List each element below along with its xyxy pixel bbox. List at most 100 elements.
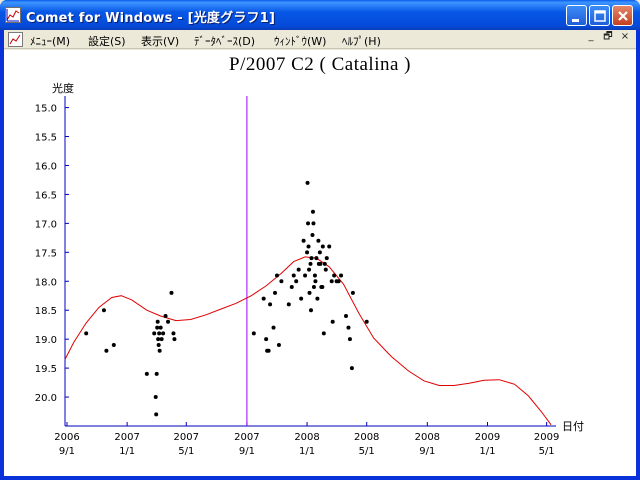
app-chart-icon[interactable] (5, 7, 21, 23)
x-axis-label: 日付 (562, 420, 584, 433)
observation-point (104, 348, 109, 353)
observation-point (312, 273, 317, 278)
x-tick-year-label: 2008 (354, 432, 379, 443)
observation-point (158, 325, 163, 330)
close-icon (618, 11, 628, 21)
x-tick-date-label: 1/1 (299, 446, 315, 457)
x-tick-date-label: 9/1 (419, 446, 435, 457)
observation-point (271, 325, 276, 330)
x-tick-year-label: 2006 (54, 432, 79, 443)
observation-point (155, 319, 160, 324)
y-axis-label: 光度 (52, 82, 74, 95)
observation-point (111, 342, 116, 347)
mdi-minimize-button[interactable]: _ (588, 31, 594, 42)
y-tick-label: 17.0 (35, 219, 57, 230)
observation-point (364, 319, 369, 324)
observation-point (273, 290, 278, 295)
observation-point (320, 244, 325, 249)
observation-point (172, 337, 177, 342)
observation-point (306, 244, 311, 249)
y-tick-label: 19.0 (35, 335, 57, 346)
x-tick-date-label: 9/1 (239, 446, 255, 457)
observation-point (314, 256, 319, 261)
menu-item-window[interactable]: ｳｨﾝﾄﾞｳ(W) (274, 35, 327, 48)
y-tick-label: 18.5 (35, 306, 57, 317)
observation-point (154, 412, 159, 417)
menu-item-help[interactable]: ﾍﾙﾌﾟ(H) (342, 35, 381, 48)
plot-area[interactable]: 15.0 15.5 16.0 16.5 17.0 17.5 18.0 18.5 19.0 19.5… (4, 50, 636, 476)
x-tick-date-label: 1/1 (119, 446, 135, 457)
observation-point (347, 337, 352, 342)
y-tick-label: 15.5 (35, 133, 57, 144)
document-chart-icon[interactable] (8, 32, 23, 47)
chart-title: P/2007 C2 ( Catalina ) (229, 54, 411, 75)
window-title: Comet for Windows - [光度グラフ1] (26, 11, 276, 26)
y-tick-label: 20.0 (35, 393, 57, 404)
observation-point (101, 308, 106, 313)
maximize-button[interactable] (589, 5, 610, 26)
menu-item-database[interactable]: ﾃﾞｰﾀﾍﾞｰｽ(D) (194, 35, 256, 48)
mdi-restore-button[interactable]: 🗗 (603, 31, 613, 42)
observation-point (159, 337, 164, 342)
observation-point (156, 337, 161, 342)
observation-point (299, 296, 304, 301)
menu-item-menu[interactable]: ﾒﾆｭｰ(M) (30, 35, 71, 48)
observation-point (316, 238, 321, 243)
observation-point (308, 308, 313, 313)
observation-point (318, 261, 323, 266)
close-button[interactable] (612, 5, 633, 26)
observation-point (329, 279, 334, 284)
observation-point (155, 325, 160, 330)
maximize-icon (594, 10, 606, 22)
observation-point (161, 331, 166, 336)
observation-point (311, 221, 316, 226)
y-tick-label: 18.0 (35, 277, 57, 288)
mdi-close-button[interactable]: × (620, 31, 630, 42)
observation-point (305, 250, 310, 255)
y-tick-label: 17.5 (35, 248, 57, 259)
observation-point (163, 314, 168, 318)
observation-point (305, 180, 310, 185)
menu-item-settings[interactable]: 設定(S) (88, 35, 126, 48)
observation-point (330, 319, 335, 324)
observation-point (322, 261, 327, 266)
observation-point (171, 331, 176, 336)
y-tick-label: 16.0 (35, 161, 57, 172)
x-tick-date-label: 5/1 (539, 446, 555, 457)
predicted-magnitude-curve (64, 256, 552, 426)
y-tick-label: 15.0 (35, 104, 57, 115)
title-bar[interactable]: Comet for Windows - [光度グラフ1] (0, 0, 640, 30)
observation-point (274, 273, 279, 278)
observation-point (323, 267, 328, 272)
observation-point (296, 267, 301, 272)
minimize-icon (572, 19, 579, 22)
observation-point (343, 314, 348, 318)
x-tick-year-label: 2007 (114, 432, 139, 443)
x-tick-date-label: 5/1 (178, 446, 194, 457)
menu-item-view[interactable]: 表示(V) (141, 35, 180, 48)
observation-point (308, 261, 313, 266)
observation-point (307, 290, 312, 295)
x-tick-date-label: 5/1 (359, 446, 375, 457)
observation-point (166, 319, 171, 324)
observation-point (279, 279, 284, 284)
observation-point (294, 279, 299, 284)
client-area: ﾒﾆｭｰ(M) 設定(S) 表示(V) ﾃﾞｰﾀﾍﾞｰｽ(D) ｳｨﾝﾄﾞｳ(W… (4, 30, 636, 476)
observation-point (332, 273, 337, 278)
observation-point (324, 256, 329, 261)
observation-point (266, 348, 271, 353)
observation-point (276, 342, 281, 347)
observation-point (315, 296, 320, 301)
minimize-button[interactable] (566, 5, 587, 26)
x-tick-year-label: 2009 (534, 432, 559, 443)
observation-point (321, 331, 326, 336)
observation-point (320, 285, 325, 290)
observation-point (311, 285, 316, 290)
x-tick-year-label: 2007 (234, 432, 259, 443)
observation-point (291, 273, 296, 278)
observation-point (152, 331, 157, 336)
observation-point (144, 371, 149, 376)
x-tick-year-label: 2007 (174, 432, 199, 443)
observation-point (346, 325, 351, 330)
x-tick-year-label: 2008 (294, 432, 319, 443)
